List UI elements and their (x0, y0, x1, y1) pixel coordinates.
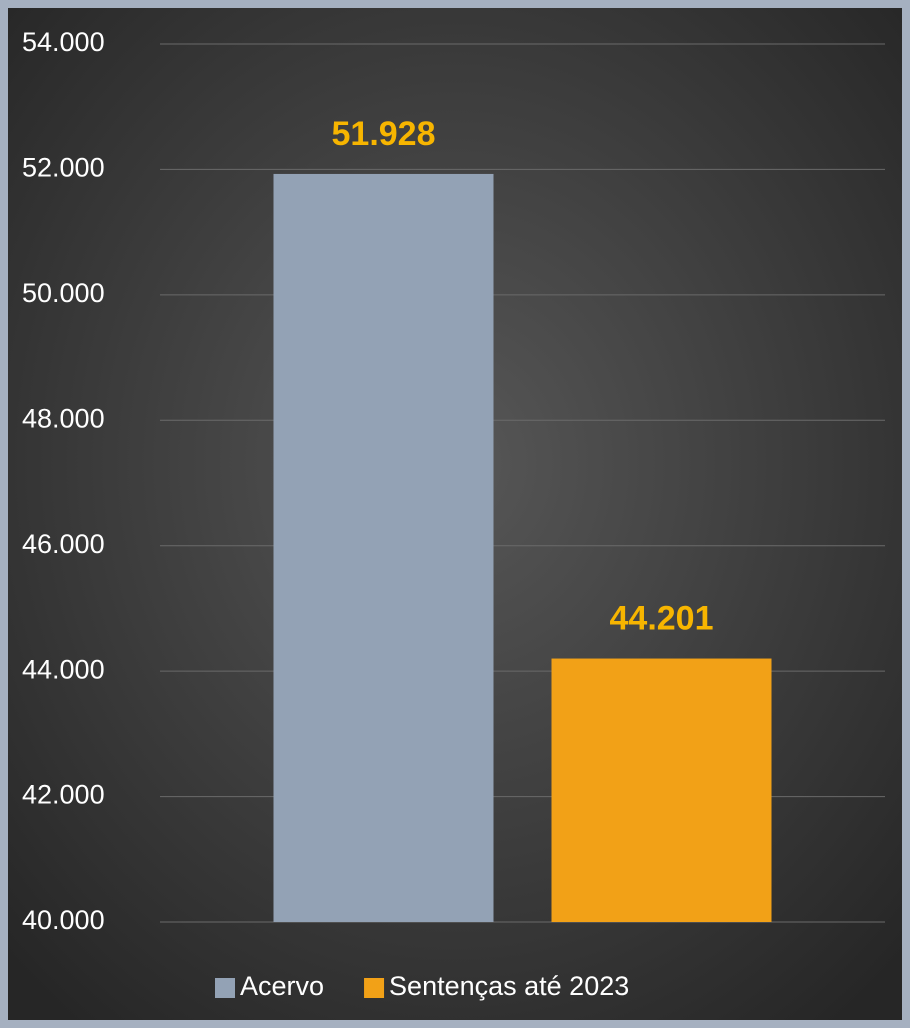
bar (273, 173, 494, 923)
legend-label: Sentenças até 2023 (389, 971, 629, 1001)
value-label: 44.201 (610, 600, 714, 638)
y-tick-label: 40.000 (22, 905, 105, 935)
value-label: 51.928 (332, 115, 436, 153)
y-tick-label: 44.000 (22, 654, 105, 684)
y-tick-label: 46.000 (22, 529, 105, 559)
y-tick-label: 50.000 (22, 278, 105, 308)
legend-swatch (364, 978, 385, 998)
bar (551, 658, 772, 922)
legend-swatch (215, 978, 235, 998)
y-tick-label: 48.000 (22, 403, 105, 433)
y-tick-label: 52.000 (22, 153, 105, 183)
legend-label: Acervo (240, 971, 324, 1001)
y-tick-label: 54.000 (22, 27, 105, 57)
y-tick-label: 42.000 (22, 780, 105, 810)
